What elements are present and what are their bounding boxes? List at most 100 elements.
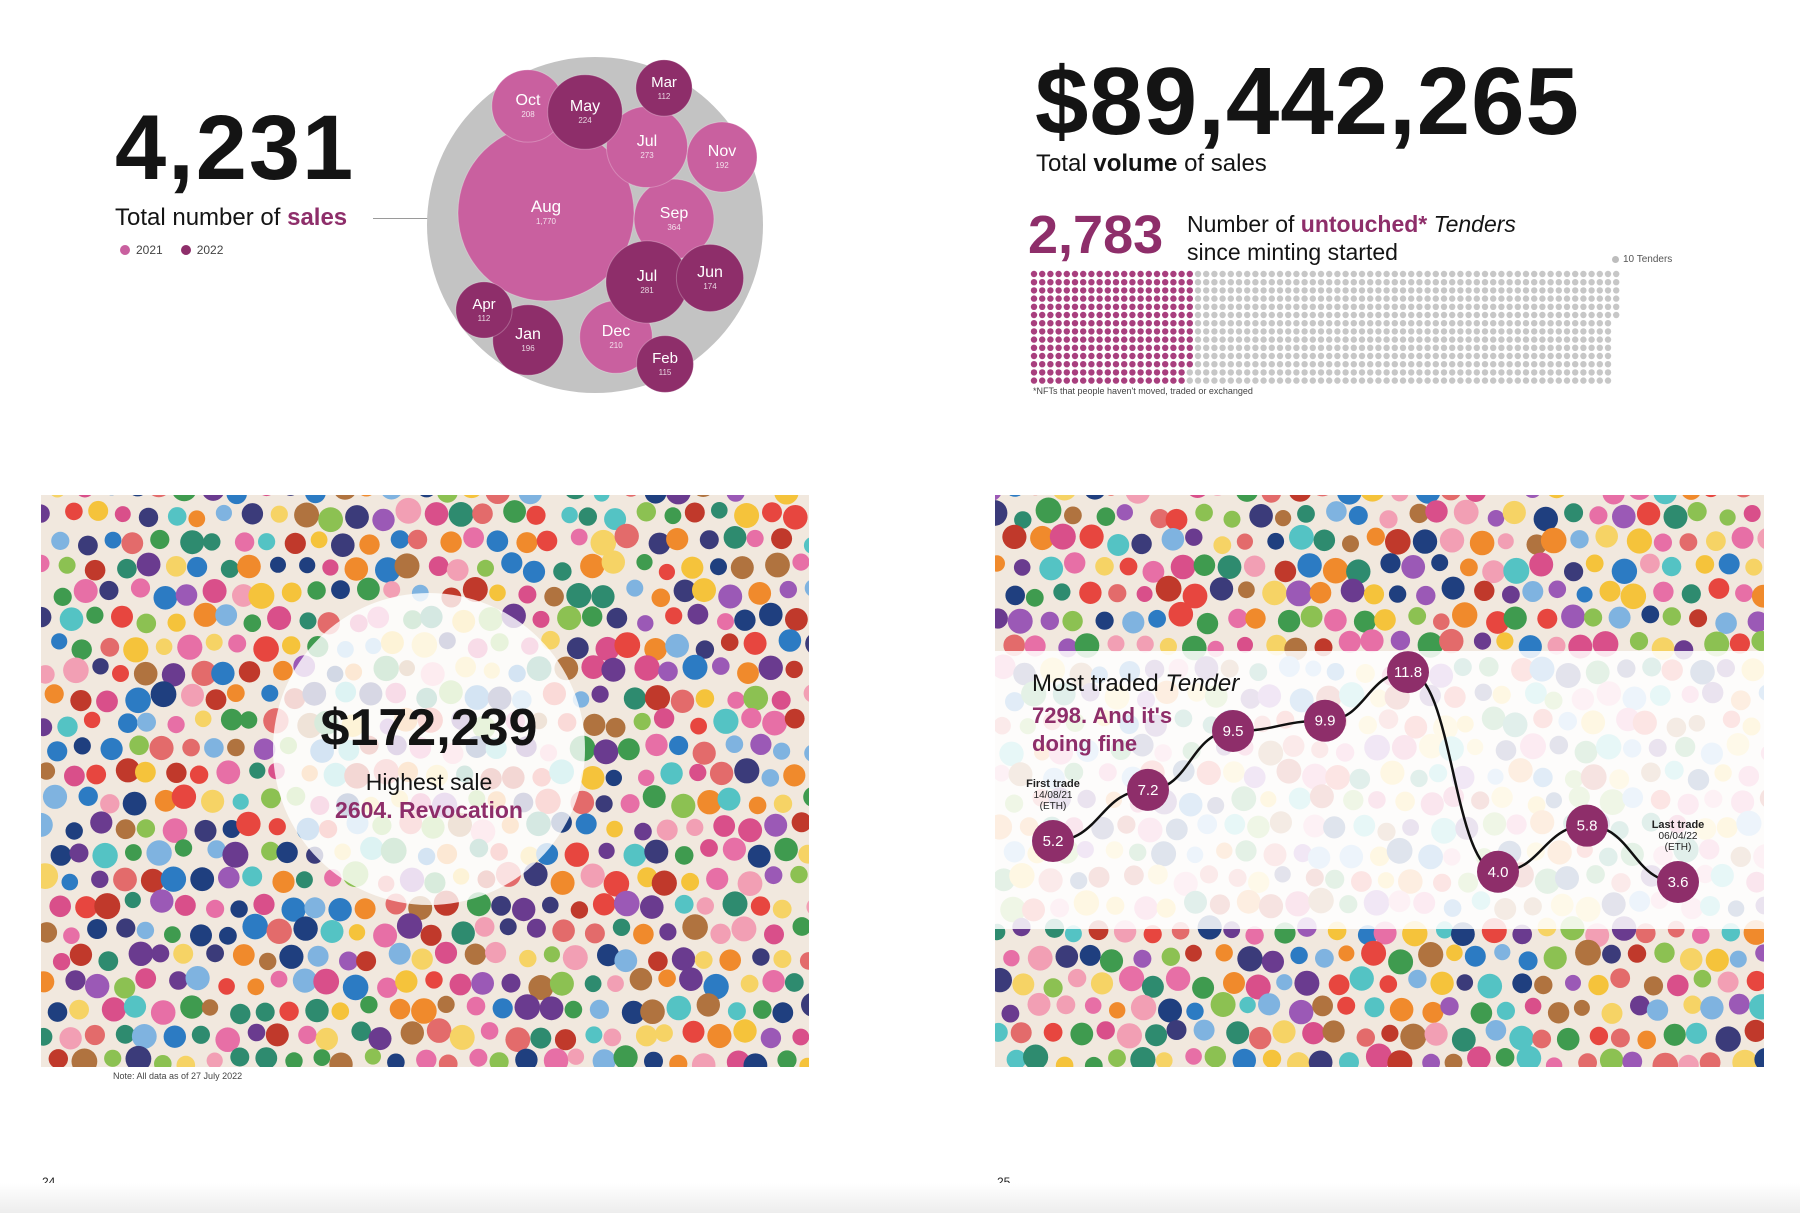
paint-dot [718, 584, 743, 609]
waffle-dot-other [1252, 361, 1259, 368]
waffle-dot-untouched [1137, 336, 1144, 343]
paint-dot [242, 913, 268, 940]
paint-dot [41, 922, 58, 943]
paint-dot [1275, 510, 1292, 527]
waffle-dot-untouched [1096, 287, 1103, 294]
paint-dot [194, 710, 212, 728]
waffle-dot-other [1276, 303, 1284, 310]
waffle-dot-untouched [1129, 303, 1136, 310]
paint-dot [1043, 1022, 1063, 1042]
paint-dot [69, 943, 93, 966]
paint-dot [648, 951, 668, 972]
paint-dot [684, 502, 705, 523]
paint-dot [605, 769, 622, 787]
paint-dot [191, 660, 217, 686]
waffle-dot-other [1326, 270, 1333, 278]
paint-dot [648, 532, 671, 555]
paint-dot [1168, 601, 1194, 627]
paint-dot [515, 1048, 538, 1067]
paint-dot [644, 638, 667, 661]
paint-dot [597, 944, 620, 967]
paint-dot [566, 495, 585, 500]
waffle-dot-untouched [1047, 369, 1054, 376]
paint-dot [206, 944, 225, 963]
paint-dot [434, 941, 458, 964]
paint-dot [806, 900, 809, 914]
waffle-dot-other [1514, 377, 1521, 384]
paint-dot [236, 811, 261, 837]
paint-dot [114, 977, 136, 999]
waffle-dot-other [1465, 361, 1472, 368]
waffle-dot-other [1547, 361, 1554, 368]
waffle-dot-other [1432, 303, 1439, 310]
waffle-dot-other [1596, 377, 1603, 384]
paint-dot [1223, 972, 1245, 994]
paint-dot [526, 505, 546, 525]
paint-dot [1412, 529, 1438, 554]
legend-swatch-2022 [180, 245, 191, 255]
waffle-dot-other [1424, 361, 1431, 368]
waffle-dot-other [1588, 295, 1595, 302]
paint-dot [1159, 637, 1177, 656]
waffle-dot-untouched [1153, 270, 1161, 278]
waffle-dot-other [1457, 320, 1464, 327]
waffle-dot-other [1326, 287, 1333, 294]
paint-dot [629, 967, 653, 991]
waffle-dot-untouched [1112, 303, 1120, 310]
waffle-dot-other [1399, 336, 1407, 343]
waffle-dot-other [1227, 295, 1234, 302]
waffle-dot-other [1547, 287, 1554, 294]
annotation-line: 06/04/22 [1659, 831, 1698, 842]
waffle-dot-other [1317, 344, 1325, 351]
paint-dot [111, 605, 133, 628]
waffle-dot-other [1539, 377, 1546, 384]
paint-dot [207, 840, 226, 859]
paint-dot [262, 495, 271, 497]
waffle-dot-other [1203, 270, 1210, 278]
waffle-dot-untouched [1121, 344, 1128, 351]
paint-dot [1107, 534, 1130, 556]
waffle-dot-other [1473, 287, 1480, 294]
bubble-month-label: Jun [697, 264, 723, 281]
paint-dot [133, 661, 158, 686]
waffle-dot-other [1367, 344, 1374, 351]
waffle-dot-other [1203, 287, 1210, 294]
paint-dot [1237, 946, 1263, 972]
waffle-dot-other [1613, 295, 1620, 302]
paint-dot [743, 1053, 768, 1067]
paint-dot [1745, 558, 1763, 576]
waffle-dot-other [1596, 328, 1603, 335]
waffle-dot-untouched [1170, 344, 1177, 351]
paint-dot [305, 495, 326, 504]
paint-dot [1189, 495, 1206, 498]
waffle-dot-other [1260, 303, 1267, 310]
waffle-dot-other [1367, 311, 1374, 319]
caption-text: Number of [1187, 211, 1301, 237]
paint-dot [1107, 495, 1115, 496]
paint-dot [1467, 1046, 1491, 1067]
paint-dot [48, 1049, 68, 1067]
paint-dot [1379, 975, 1398, 993]
paint-dot [592, 1049, 616, 1067]
paint-dot [1612, 504, 1636, 529]
waffle-dot-other [1481, 279, 1489, 286]
paint-dot [656, 819, 678, 841]
waffle-dot-other [1334, 361, 1341, 368]
price-point-label: 5.8 [1577, 818, 1598, 835]
waffle-dot-other [1465, 270, 1472, 278]
paint-dot [801, 993, 809, 1017]
waffle-dot-other [1399, 361, 1407, 368]
waffle-dot-other [1252, 320, 1259, 327]
waffle-dot-untouched [1104, 361, 1111, 368]
paint-dot [104, 1049, 122, 1067]
waffle-dot-untouched [1162, 336, 1169, 343]
waffle-dot-other [1285, 295, 1292, 302]
waffle-dot-other [1465, 328, 1472, 335]
paint-dot [1502, 500, 1526, 525]
waffle-dot-other [1235, 344, 1243, 351]
paint-dot [215, 604, 238, 626]
waffle-dot-untouched [1137, 295, 1144, 302]
waffle-dot-other [1285, 328, 1292, 335]
bubble-value-label: 1,770 [536, 217, 557, 226]
waffle-dot-other [1293, 287, 1300, 294]
